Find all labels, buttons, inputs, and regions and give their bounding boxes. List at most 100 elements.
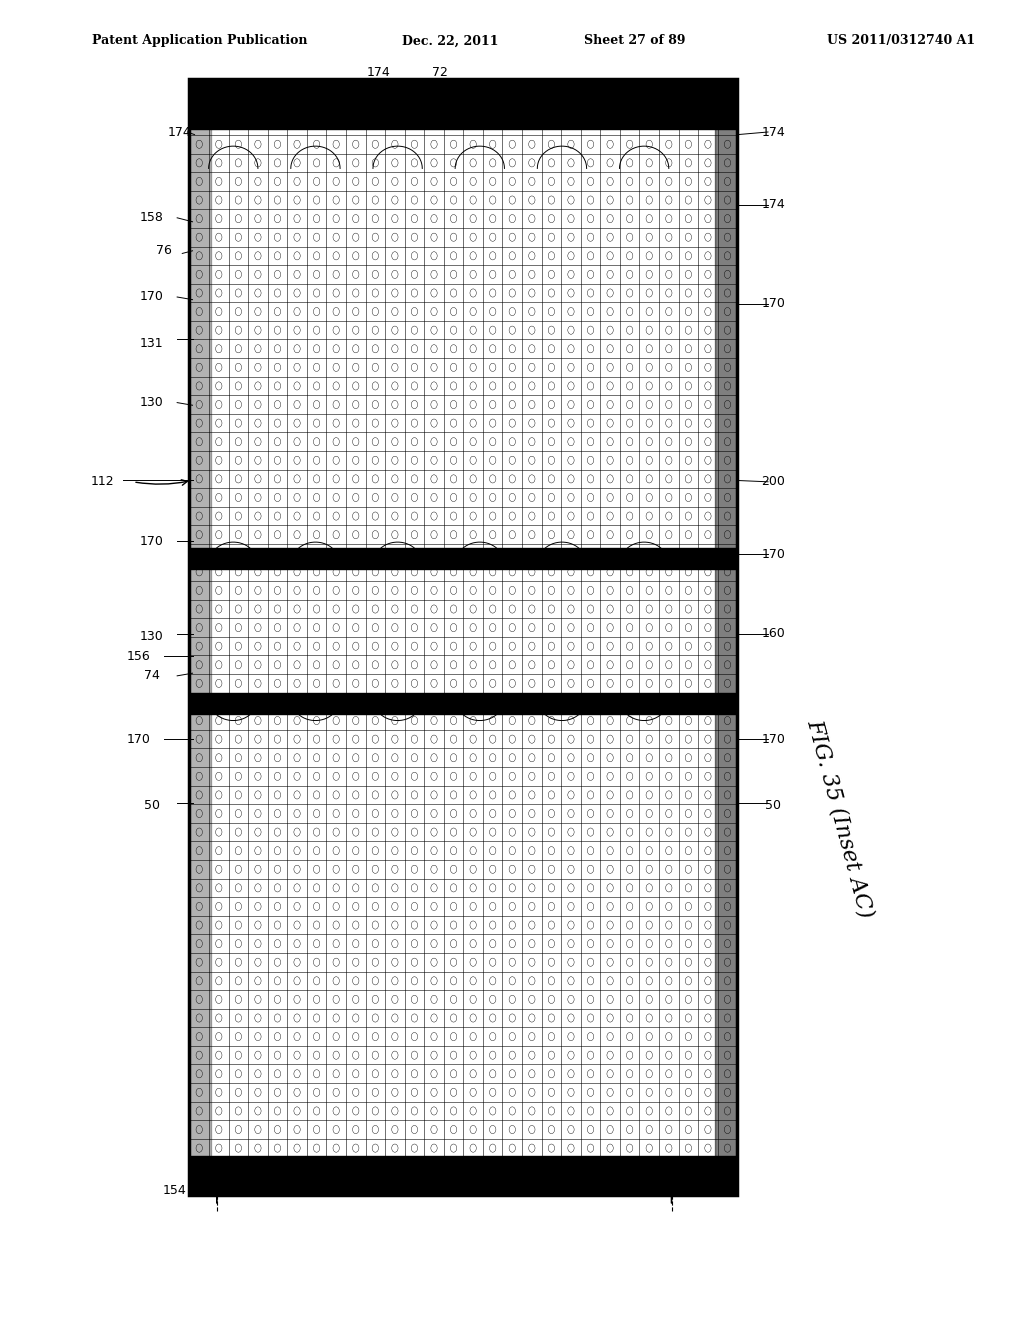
Circle shape <box>724 457 731 465</box>
Circle shape <box>509 1144 515 1152</box>
Circle shape <box>451 158 457 166</box>
Circle shape <box>313 958 319 966</box>
Circle shape <box>196 717 203 725</box>
Circle shape <box>489 121 496 129</box>
Circle shape <box>451 809 457 817</box>
Circle shape <box>607 717 613 725</box>
Circle shape <box>685 84 691 92</box>
Circle shape <box>412 234 418 242</box>
Circle shape <box>216 586 222 594</box>
Text: 170: 170 <box>139 535 164 548</box>
Circle shape <box>274 475 281 483</box>
Circle shape <box>528 308 535 315</box>
Circle shape <box>352 1144 359 1152</box>
Circle shape <box>412 903 418 911</box>
Circle shape <box>567 457 574 465</box>
Circle shape <box>412 438 418 446</box>
Circle shape <box>372 1107 379 1115</box>
Circle shape <box>567 623 574 632</box>
Circle shape <box>196 289 203 297</box>
Circle shape <box>451 846 457 855</box>
Circle shape <box>412 308 418 315</box>
Circle shape <box>567 418 574 428</box>
Circle shape <box>196 735 203 743</box>
Circle shape <box>588 549 594 557</box>
Circle shape <box>470 121 476 129</box>
Circle shape <box>255 158 261 166</box>
Circle shape <box>685 568 691 576</box>
Circle shape <box>489 586 496 594</box>
Circle shape <box>607 754 613 762</box>
Circle shape <box>333 903 339 911</box>
Circle shape <box>431 865 437 874</box>
Circle shape <box>333 1014 339 1022</box>
Circle shape <box>528 140 535 148</box>
Circle shape <box>509 865 515 874</box>
Circle shape <box>216 195 222 205</box>
Circle shape <box>509 717 515 725</box>
Circle shape <box>196 1144 203 1152</box>
Circle shape <box>470 809 476 817</box>
Circle shape <box>724 512 731 520</box>
Circle shape <box>470 977 476 985</box>
Circle shape <box>216 103 222 111</box>
Circle shape <box>489 140 496 148</box>
Circle shape <box>372 791 379 799</box>
Text: 108: 108 <box>664 1184 688 1197</box>
Circle shape <box>372 438 379 446</box>
Circle shape <box>548 940 555 948</box>
Circle shape <box>509 234 515 242</box>
Circle shape <box>255 1051 261 1059</box>
Circle shape <box>489 921 496 929</box>
Circle shape <box>528 1088 535 1097</box>
Circle shape <box>352 903 359 911</box>
Circle shape <box>646 234 652 242</box>
Circle shape <box>196 846 203 855</box>
Circle shape <box>313 494 319 502</box>
Circle shape <box>294 661 300 669</box>
Circle shape <box>333 809 339 817</box>
Circle shape <box>274 158 281 166</box>
Circle shape <box>352 809 359 817</box>
Circle shape <box>451 494 457 502</box>
Circle shape <box>548 363 555 371</box>
Circle shape <box>607 1014 613 1022</box>
Circle shape <box>313 381 319 389</box>
Circle shape <box>372 308 379 315</box>
Circle shape <box>372 698 379 706</box>
Circle shape <box>196 1088 203 1097</box>
Circle shape <box>548 215 555 223</box>
Circle shape <box>274 735 281 743</box>
Circle shape <box>196 140 203 148</box>
Circle shape <box>588 1014 594 1022</box>
Circle shape <box>528 326 535 334</box>
Circle shape <box>705 512 711 520</box>
Circle shape <box>627 958 633 966</box>
Circle shape <box>724 326 731 334</box>
Circle shape <box>548 735 555 743</box>
Circle shape <box>705 642 711 651</box>
Circle shape <box>255 103 261 111</box>
Circle shape <box>509 531 515 539</box>
Circle shape <box>470 828 476 836</box>
Circle shape <box>196 940 203 948</box>
Circle shape <box>705 475 711 483</box>
Circle shape <box>528 642 535 651</box>
Circle shape <box>313 1032 319 1040</box>
Circle shape <box>666 661 672 669</box>
Circle shape <box>216 177 222 186</box>
Circle shape <box>607 308 613 315</box>
Circle shape <box>236 605 242 612</box>
Circle shape <box>666 977 672 985</box>
Circle shape <box>196 1014 203 1022</box>
Circle shape <box>352 568 359 576</box>
Circle shape <box>255 1014 261 1022</box>
Circle shape <box>392 494 398 502</box>
Circle shape <box>352 754 359 762</box>
Circle shape <box>528 177 535 186</box>
Circle shape <box>685 698 691 706</box>
Circle shape <box>274 791 281 799</box>
Circle shape <box>724 772 731 780</box>
Circle shape <box>509 400 515 409</box>
Circle shape <box>196 791 203 799</box>
